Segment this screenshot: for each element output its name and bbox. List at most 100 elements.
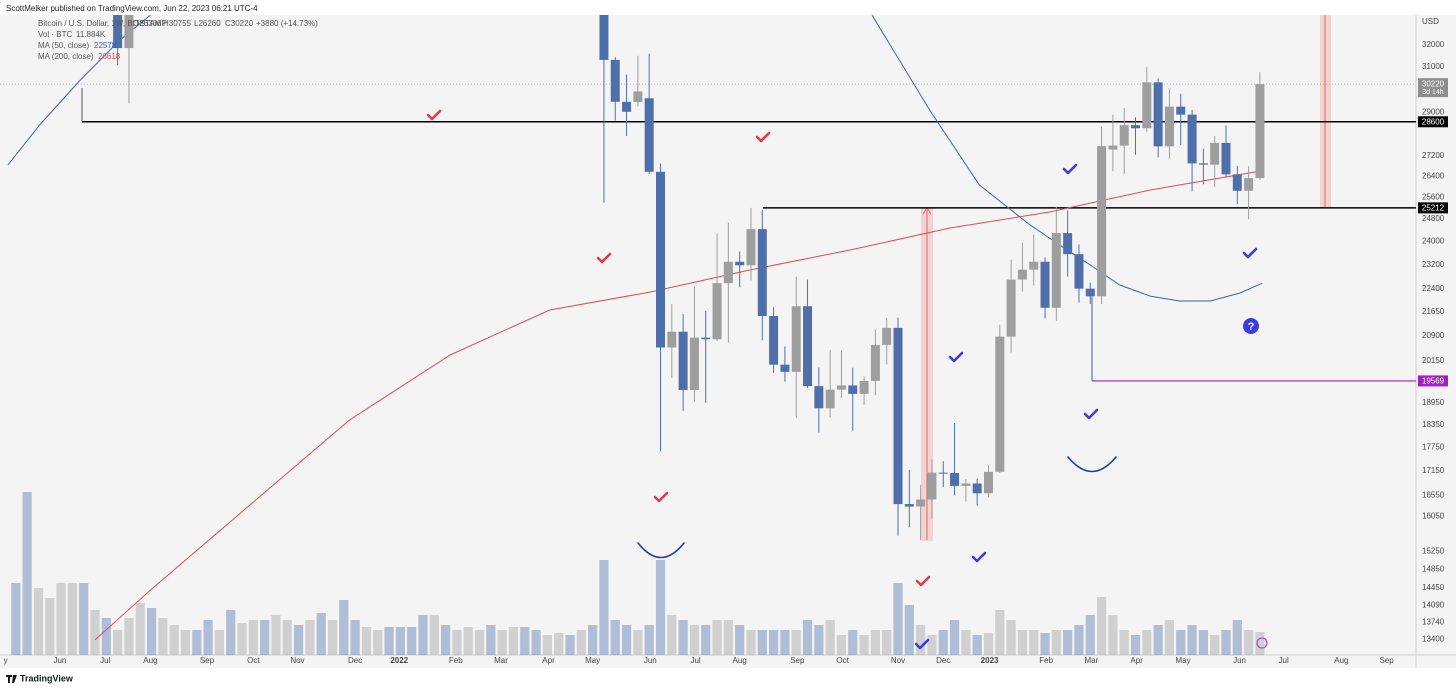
y-tick-label: 18950 xyxy=(1422,398,1445,407)
volume-bar xyxy=(260,620,270,655)
candle-body xyxy=(622,101,632,112)
candle-body xyxy=(1255,84,1265,179)
volume-bar xyxy=(655,560,666,655)
x-tick-label: May xyxy=(1175,656,1190,665)
volume-bar xyxy=(667,615,677,655)
candle-body xyxy=(1221,142,1231,175)
volume-bar xyxy=(429,615,439,655)
volume-bar xyxy=(395,627,405,655)
candle-body xyxy=(938,472,948,474)
volume-bar xyxy=(1051,630,1061,655)
volume-bar xyxy=(768,630,779,655)
y-tick-label: 18350 xyxy=(1422,420,1445,429)
candle-body xyxy=(825,389,835,409)
volume-bar xyxy=(486,625,496,655)
candle-body xyxy=(870,344,880,381)
x-tick-label: Jun xyxy=(644,656,657,665)
x-tick-label: Apr xyxy=(542,656,555,665)
candle-body xyxy=(644,98,654,172)
candle-layer xyxy=(113,15,1265,541)
volume-bar xyxy=(723,620,733,655)
y-tick-label: 32000 xyxy=(1422,40,1445,49)
x-tick-label: Oct xyxy=(836,656,849,665)
candle-body xyxy=(848,385,858,394)
volume-bar xyxy=(474,630,485,655)
x-tick-label: Sep xyxy=(1379,656,1394,665)
candle-body xyxy=(1085,288,1095,297)
x-tick-label: Aug xyxy=(143,656,157,665)
volume-bar xyxy=(780,630,790,655)
volume-bar xyxy=(520,627,530,655)
candle-body xyxy=(1051,233,1061,308)
volume-layer xyxy=(11,492,1265,655)
volume-bar xyxy=(599,560,609,655)
volume-bar xyxy=(1198,630,1208,655)
price-tag xyxy=(1418,375,1448,387)
candle-body xyxy=(701,337,711,340)
candle-body xyxy=(882,327,892,345)
candle-body xyxy=(983,471,993,494)
volume-bar xyxy=(1176,630,1186,655)
candle-body xyxy=(1142,82,1152,129)
y-tick-label: 14850 xyxy=(1422,564,1445,573)
x-tick-label: Nov xyxy=(290,656,304,665)
y-tick-label: 22400 xyxy=(1422,284,1445,293)
volume-bar xyxy=(1142,630,1152,655)
candle-body xyxy=(1244,178,1254,191)
y-tick-label: 17750 xyxy=(1422,443,1445,452)
volume-bar xyxy=(158,618,168,655)
candle-body xyxy=(1176,106,1186,115)
candle-body xyxy=(1232,174,1242,191)
y-tick-label: 20150 xyxy=(1422,356,1445,365)
candle-body xyxy=(1131,125,1141,129)
volume-bar xyxy=(576,630,586,655)
legend-ma50: MA (50, close) xyxy=(38,41,89,50)
volume-bar xyxy=(407,627,417,655)
x-tick-label: Jul xyxy=(690,656,700,665)
question-badge xyxy=(1243,318,1259,334)
candle-body xyxy=(916,499,926,507)
candle-body xyxy=(995,336,1005,472)
volume-bar xyxy=(248,620,258,655)
candle-body xyxy=(859,380,869,394)
y-tick-label: 25600 xyxy=(1422,193,1445,202)
volume-bar xyxy=(621,625,632,655)
price-tag-label: 19569 xyxy=(1422,377,1445,386)
candle-body xyxy=(599,15,609,60)
candle-body xyxy=(950,473,960,486)
volume-bar xyxy=(1221,630,1231,655)
x-tick-label: Mar xyxy=(494,656,508,665)
volume-bar xyxy=(305,620,315,655)
volume-bar xyxy=(452,630,462,655)
volume-bar xyxy=(203,620,213,655)
volume-bar xyxy=(350,620,360,655)
candle-body xyxy=(972,483,982,494)
x-tick-label: May xyxy=(585,656,600,665)
volume-bar xyxy=(1255,632,1265,655)
volume-bar xyxy=(237,623,247,655)
volume-bar xyxy=(904,605,914,655)
check-blue xyxy=(914,638,930,650)
volume-bar xyxy=(33,588,44,655)
volume-bar xyxy=(497,630,507,655)
y-tick-label: 15250 xyxy=(1422,546,1445,555)
candle-body xyxy=(961,483,971,486)
candle-body xyxy=(1074,254,1084,289)
volume-bar xyxy=(79,583,89,655)
volume-bar xyxy=(588,625,598,655)
volume-bar xyxy=(1232,620,1242,655)
legend-ma-value: 22578 xyxy=(94,41,117,50)
volume-bar xyxy=(1108,615,1118,655)
volume-bar xyxy=(893,583,903,655)
volume-bar xyxy=(938,630,948,655)
volume-bar xyxy=(712,620,722,655)
candle-body xyxy=(1063,233,1073,255)
volume-bar xyxy=(565,635,575,655)
candle-body xyxy=(769,316,779,365)
price-tag xyxy=(1418,78,1448,98)
x-tick-label: 2022 xyxy=(390,656,408,665)
volume-bar xyxy=(633,630,643,655)
candle-body xyxy=(1198,163,1208,165)
candle-body xyxy=(124,15,134,49)
